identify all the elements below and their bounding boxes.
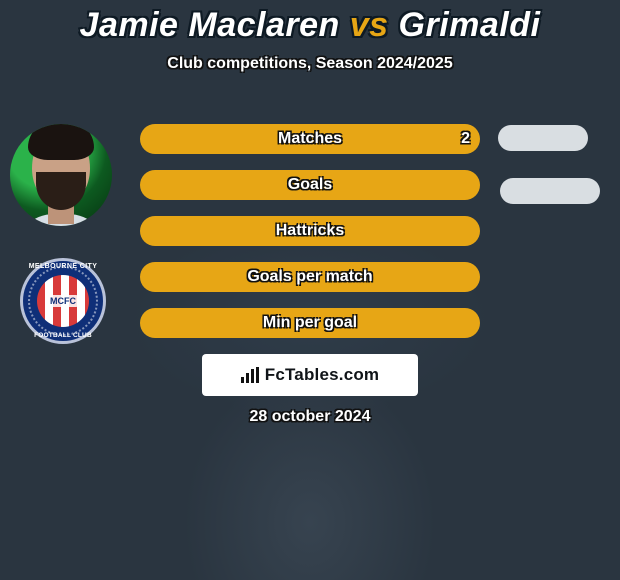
stat-bar-left	[140, 262, 480, 292]
badge-top-text: MELBOURNE CITY	[20, 263, 106, 270]
stat-value-left: 2	[461, 124, 470, 154]
stat-rows: Matches 2 Goals Hattricks Goals per matc…	[140, 124, 480, 354]
stat-pill-right	[500, 178, 600, 204]
date: 28 october 2024	[0, 408, 620, 426]
stat-bar-left	[140, 308, 480, 338]
watermark-text: FcTables.com	[265, 365, 380, 385]
title-vs: vs	[350, 6, 389, 44]
stat-bar-left	[140, 170, 480, 200]
infographic: Jamie Maclaren vs Grimaldi Club competit…	[0, 0, 620, 580]
stat-bar-left	[140, 124, 480, 154]
badge-bottom-text: FOOTBALL CLUB	[20, 332, 106, 339]
stat-row-min-per-goal: Min per goal	[140, 308, 480, 338]
page-title: Jamie Maclaren vs Grimaldi	[0, 0, 620, 45]
club-badge: MELBOURNE CITY MCFC FOOTBALL CLUB	[20, 258, 106, 344]
stat-row-hattricks: Hattricks	[140, 216, 480, 246]
stat-pill-right	[498, 125, 588, 151]
stat-row-matches: Matches 2	[140, 124, 480, 154]
player-left-name: Jamie Maclaren	[80, 6, 340, 44]
badge-center-text: MCFC	[48, 295, 78, 307]
subtitle: Club competitions, Season 2024/2025	[0, 55, 620, 73]
bar-chart-icon	[241, 367, 261, 383]
stat-row-goals: Goals	[140, 170, 480, 200]
stat-bar-left	[140, 216, 480, 246]
player-left-avatar	[10, 124, 112, 226]
player-right-name: Grimaldi	[399, 6, 541, 44]
stat-row-goals-per-match: Goals per match	[140, 262, 480, 292]
watermark: FcTables.com	[202, 354, 418, 396]
